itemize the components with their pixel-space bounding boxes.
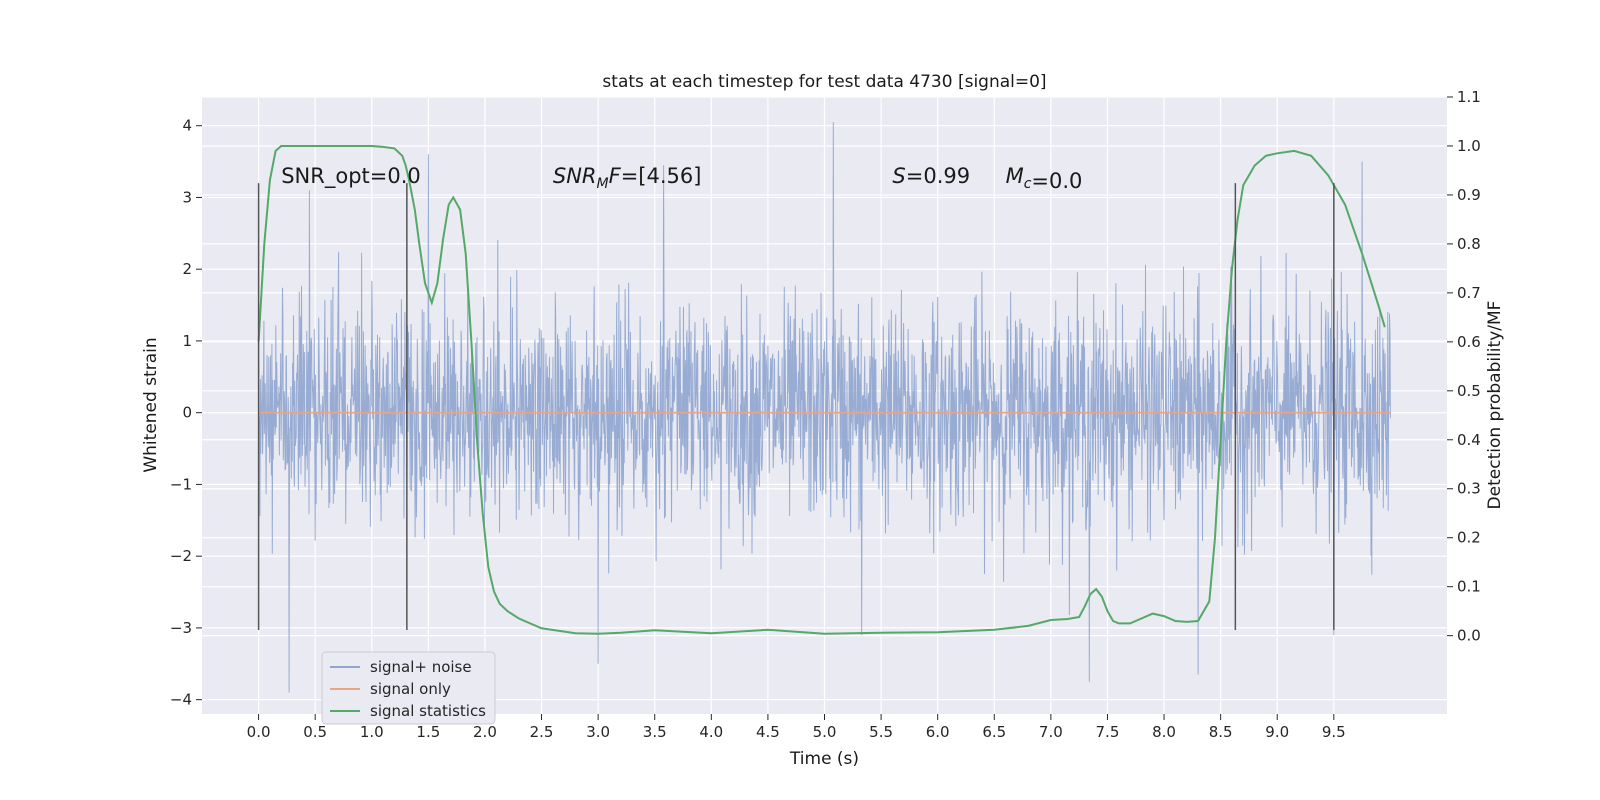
axis-ticks: 0.0 0.5 1.0 1.5 2.0 2.5 3.0 3.5 4.0 4.5 5.0 5.5 6.0 6… [170,88,1481,741]
x-tick-label: 8.5 [1209,723,1233,741]
y2-tick-label: 0.4 [1457,431,1481,449]
chart-title: stats at each timestep for test data 473… [602,72,1046,92]
annotation-subscript: c [1024,176,1032,192]
annotation-part: M [1006,164,1024,188]
x-axis-label: Time (s) [789,749,859,769]
y-tick-label: 2 [182,260,192,278]
legend-label: signal+ noise [370,658,472,676]
x-tick-label: 6.0 [926,723,950,741]
x-tick-label: 4.0 [699,723,723,741]
x-tick-label: 5.5 [869,723,893,741]
y2-tick-label: 1.1 [1457,88,1481,106]
y2-tick-label: 0.8 [1457,235,1481,253]
annotations: SNR_opt=0.0 SNRMF=[4.56] S=0.99 Mc=0.0 [281,164,1082,193]
y-tick-label: −2 [170,547,192,565]
x-tick-label: 0.0 [247,723,271,741]
x-tick-label: 9.0 [1265,723,1289,741]
x-tick-label: 9.5 [1322,723,1346,741]
annotation-part: F [609,164,622,188]
series-line-signal-statistics [257,145,1386,635]
x-tick-label: 1.0 [360,723,384,741]
x-tick-label: 3.0 [586,723,610,741]
x-tick-label: 2.5 [530,723,554,741]
noise-series [258,122,1391,693]
y2-tick-label: 0.5 [1457,382,1481,400]
x-tick-label: 5.0 [813,723,837,741]
annotation-part: S [892,164,905,188]
y2-axis-label: Detection probability/MF [1485,301,1505,510]
series-line-signal-noise [258,122,1391,693]
window-markers [257,183,1335,631]
x-tick-label: 2.0 [473,723,497,741]
y-tick-label: 3 [182,188,192,206]
y2-tick-label: 0.3 [1457,480,1481,498]
legend: signal+ noise signal only signal statistic… [321,651,496,725]
annotation-part: SNR [553,164,597,188]
annotation-text: SNR_opt=0.0 [281,164,421,189]
x-tick-label: 6.5 [982,723,1006,741]
y-tick-label: 0 [182,404,192,422]
y-tick-label: −1 [170,475,192,493]
annotation-part: =0.0 [1031,169,1082,193]
x-tick-label: 8.0 [1152,723,1176,741]
legend-label: signal statistics [370,702,486,720]
annotation-text: S=0.99 [892,164,970,188]
legend-label: signal only [370,680,451,698]
y2-tick-label: 0.0 [1457,627,1481,645]
x-tick-label: 0.5 [303,723,327,741]
annotation-text: SNRMF=[4.56] [553,164,702,192]
annotation-subscript: M [597,176,609,192]
y-axis-label: Whitened strain [141,337,161,472]
x-tick-label: 1.5 [416,723,440,741]
x-tick-label: 4.5 [756,723,780,741]
y2-tick-label: 1.0 [1457,137,1481,155]
y2-tick-label: 0.7 [1457,284,1481,302]
y2-tick-label: 0.9 [1457,186,1481,204]
y-tick-label: −3 [170,619,192,637]
annotation-text: Mc=0.0 [1006,164,1083,193]
y2-tick-label: 0.1 [1457,578,1481,596]
annotation-part: =0.99 [906,164,970,188]
y-tick-label: 4 [182,117,192,135]
x-tick-label: 7.5 [1096,723,1120,741]
y2-tick-label: 0.6 [1457,333,1481,351]
y-tick-label: −4 [170,691,192,709]
y2-tick-label: 0.2 [1457,529,1481,547]
line-series [257,145,1391,635]
y-tick-label: 1 [182,332,192,350]
x-tick-label: 7.0 [1039,723,1063,741]
x-tick-label: 3.5 [643,723,667,741]
legend-box [321,651,496,725]
annotation-part: =[4.56] [621,164,702,188]
